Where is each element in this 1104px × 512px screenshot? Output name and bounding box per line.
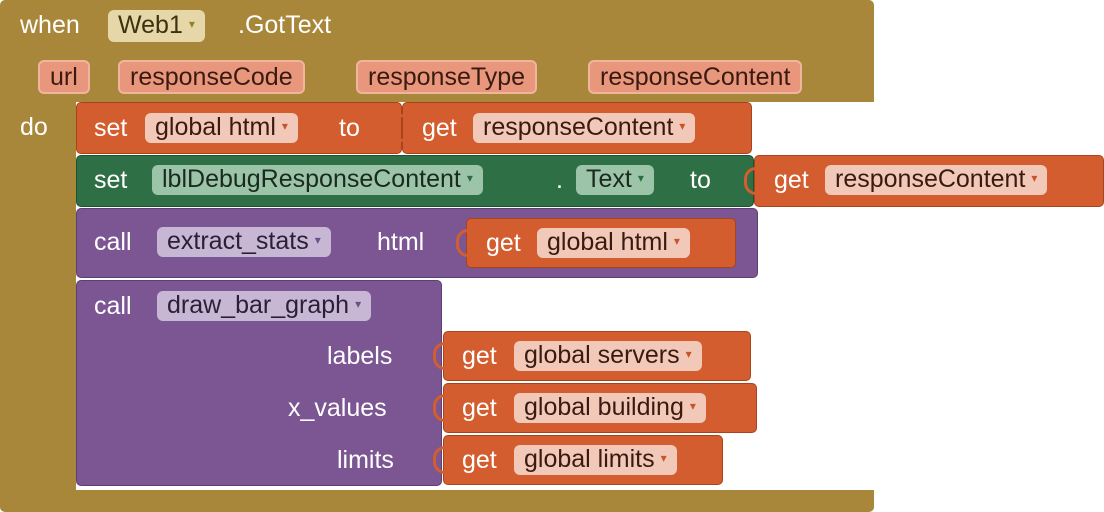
get-label: get <box>462 394 497 422</box>
component-name: lblDebugResponseContent <box>162 165 461 193</box>
dropdown-arrow-icon: ▾ <box>1031 171 1038 186</box>
set-label: set <box>94 166 128 194</box>
get-label: get <box>422 114 457 142</box>
dropdown-arrow-icon: ▾ <box>679 119 686 134</box>
get-dropdown-global-limits[interactable]: global limits ▾ <box>514 445 677 475</box>
socket-plug-icon <box>433 342 445 370</box>
procedure-name: extract_stats <box>167 227 309 255</box>
arg-label-html: html <box>377 228 425 256</box>
procedure-dropdown-draw-bar-graph[interactable]: draw_bar_graph ▾ <box>157 291 372 321</box>
dropdown-arrow-icon: ▾ <box>314 233 321 248</box>
component-dropdown-lbldebug[interactable]: lblDebugResponseContent ▾ <box>152 165 483 195</box>
value-name: global building <box>524 393 684 421</box>
property-name: Text <box>586 165 632 193</box>
value-name: global servers <box>524 341 680 369</box>
variable-name: global html <box>155 113 276 141</box>
arg-label-labels: labels <box>327 342 393 370</box>
param-responsecode[interactable]: responseCode <box>118 60 305 94</box>
get-label: get <box>486 229 521 257</box>
socket-plug-icon <box>456 229 468 257</box>
socket-plug-icon <box>744 167 756 195</box>
property-dropdown-text[interactable]: Text ▾ <box>576 165 654 195</box>
get-dropdown-global-servers[interactable]: global servers ▾ <box>514 341 702 371</box>
get-dropdown-global-html[interactable]: global html ▾ <box>537 228 690 258</box>
dropdown-arrow-icon: ▾ <box>466 171 473 186</box>
get-label: get <box>462 446 497 474</box>
procedure-dropdown-extract-stats[interactable]: extract_stats ▾ <box>157 227 331 257</box>
dot-label: . <box>556 166 563 194</box>
do-label: do <box>20 113 48 141</box>
dropdown-arrow-icon: ▾ <box>660 451 667 466</box>
dropdown-arrow-icon: ▾ <box>188 17 195 32</box>
dropdown-arrow-icon: ▾ <box>673 234 680 249</box>
value-name: global limits <box>524 445 655 473</box>
value-name: global html <box>547 228 668 256</box>
dropdown-arrow-icon: ▾ <box>281 119 288 134</box>
when-label: when <box>20 11 80 39</box>
arg-label-limits: limits <box>337 446 394 474</box>
component-dropdown-web1[interactable]: Web1 ▾ <box>108 10 205 42</box>
get-dropdown-global-building[interactable]: global building ▾ <box>514 393 706 423</box>
get-label: get <box>462 342 497 370</box>
socket-plug-icon <box>433 446 445 474</box>
socket-plug-icon <box>392 114 404 142</box>
param-responsetype[interactable]: responseType <box>356 60 538 94</box>
dropdown-arrow-icon: ▾ <box>637 171 644 186</box>
param-responsecontent[interactable]: responseContent <box>588 60 803 94</box>
to-label: to <box>339 114 360 142</box>
get-global-html-block[interactable] <box>466 218 736 268</box>
variable-dropdown-global-html[interactable]: global html ▾ <box>145 113 298 143</box>
component-name: Web1 <box>118 11 183 39</box>
procedure-name: draw_bar_graph <box>167 291 350 319</box>
dropdown-arrow-icon: ▾ <box>685 347 692 362</box>
socket-plug-icon <box>433 394 445 422</box>
dropdown-arrow-icon: ▾ <box>689 399 696 414</box>
to-label: to <box>690 166 711 194</box>
arg-label-x-values: x_values <box>288 394 387 422</box>
get-dropdown-responsecontent[interactable]: responseContent ▾ <box>473 113 696 143</box>
value-name: responseContent <box>835 165 1026 193</box>
get-dropdown-responsecontent[interactable]: responseContent ▾ <box>825 165 1048 195</box>
get-label: get <box>774 166 809 194</box>
call-label: call <box>94 292 132 320</box>
set-label: set <box>94 114 128 142</box>
param-url[interactable]: url <box>38 60 90 94</box>
event-name: .GotText <box>238 11 332 39</box>
call-label: call <box>94 228 132 256</box>
dropdown-arrow-icon: ▾ <box>355 297 362 312</box>
value-name: responseContent <box>483 113 674 141</box>
